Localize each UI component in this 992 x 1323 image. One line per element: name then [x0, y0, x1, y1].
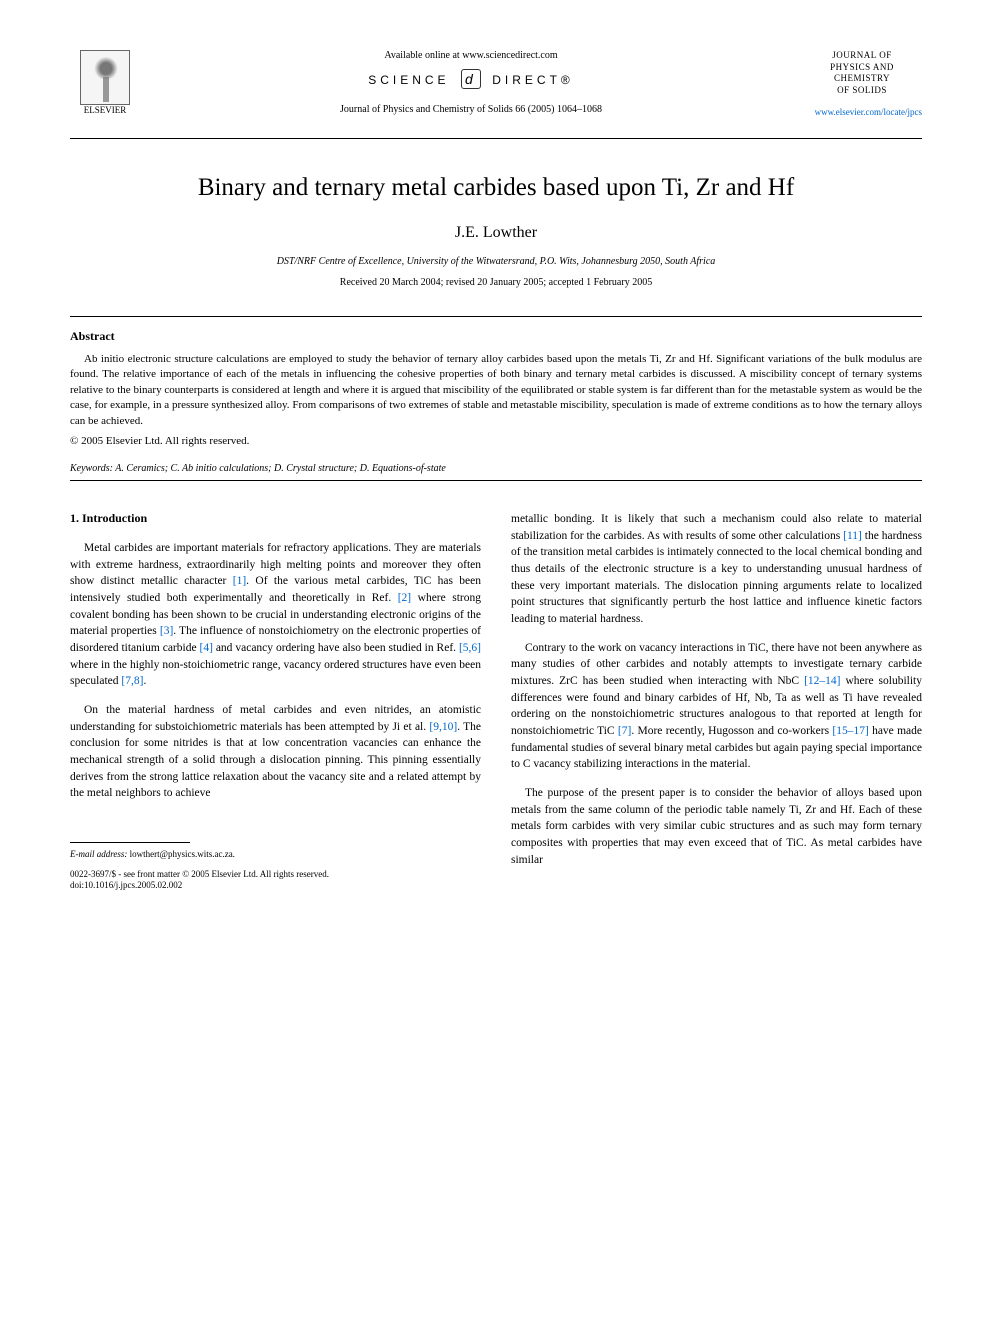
ref-link[interactable]: [4] [199, 642, 212, 654]
author-affiliation: DST/NRF Centre of Excellence, University… [70, 256, 922, 267]
body-columns: 1. Introduction Metal carbides are impor… [70, 511, 922, 892]
author-name: J.E. Lowther [70, 224, 922, 242]
intro-para-5: The purpose of the present paper is to c… [511, 785, 922, 868]
footnote-divider [70, 842, 190, 843]
journal-name-1: JOURNAL OF [802, 50, 922, 62]
ref-link[interactable]: [11] [843, 530, 862, 542]
header-center: Available online at www.sciencedirect.co… [140, 50, 802, 115]
footnote-issn: 0022-3697/$ - see front matter © 2005 El… [70, 869, 481, 881]
email-label: E-mail address: [70, 849, 127, 859]
journal-logo-box: JOURNAL OF PHYSICS AND CHEMISTRY OF SOLI… [802, 50, 922, 117]
journal-reference: Journal of Physics and Chemistry of Soli… [140, 104, 802, 115]
right-column: metallic bonding. It is likely that such… [511, 511, 922, 892]
footnote-email: E-mail address: lowthert@physics.wits.ac… [70, 849, 481, 861]
email-address: lowthert@physics.wits.ac.za. [127, 849, 235, 859]
science-direct-logo: SCIENCE d DIRECT® [140, 69, 802, 89]
intro-para-4: Contrary to the work on vacancy interact… [511, 640, 922, 773]
ref-link[interactable]: [12–14] [804, 675, 840, 687]
ref-link[interactable]: [15–17] [832, 725, 868, 737]
intro-heading: 1. Introduction [70, 511, 481, 526]
publisher-name: ELSEVIER [84, 105, 127, 115]
ref-link[interactable]: [3] [160, 625, 173, 637]
footnote-doi: doi:10.1016/j.jpcs.2005.02.002 [70, 880, 481, 892]
ref-link[interactable]: [5,6] [459, 642, 481, 654]
elsevier-tree-icon [80, 50, 130, 105]
intro-para-2: On the material hardness of metal carbid… [70, 702, 481, 802]
elsevier-logo: ELSEVIER [70, 50, 140, 130]
header-row: ELSEVIER Available online at www.science… [70, 50, 922, 130]
abstract-top-divider [70, 316, 922, 317]
keywords-label: Keywords: [70, 463, 113, 474]
ref-link[interactable]: [9,10] [429, 721, 457, 733]
keywords-line: Keywords: A. Ceramics; C. Ab initio calc… [70, 463, 922, 474]
intro-para-1: Metal carbides are important materials f… [70, 540, 481, 690]
intro-para-3: metallic bonding. It is likely that such… [511, 511, 922, 628]
journal-link[interactable]: www.elsevier.com/locate/jpcs [802, 107, 922, 117]
ref-link[interactable]: [7] [618, 725, 631, 737]
header-divider [70, 138, 922, 139]
journal-name-3: OF SOLIDS [802, 85, 922, 97]
sd-icon: d [461, 69, 481, 89]
abstract-bottom-divider [70, 480, 922, 481]
abstract-text: Ab initio electronic structure calculati… [70, 352, 922, 429]
journal-name-2: PHYSICS AND CHEMISTRY [802, 62, 922, 85]
ref-link[interactable]: [7,8] [121, 675, 143, 687]
left-column: 1. Introduction Metal carbides are impor… [70, 511, 481, 892]
available-online-text: Available online at www.sciencedirect.co… [140, 50, 802, 61]
copyright-text: © 2005 Elsevier Ltd. All rights reserved… [70, 435, 922, 447]
keywords-text: A. Ceramics; C. Ab initio calculations; … [113, 463, 446, 474]
article-dates: Received 20 March 2004; revised 20 Janua… [70, 277, 922, 288]
ref-link[interactable]: [1] [233, 575, 246, 587]
article-title: Binary and ternary metal carbides based … [70, 174, 922, 202]
abstract-heading: Abstract [70, 329, 922, 344]
ref-link[interactable]: [2] [398, 592, 411, 604]
